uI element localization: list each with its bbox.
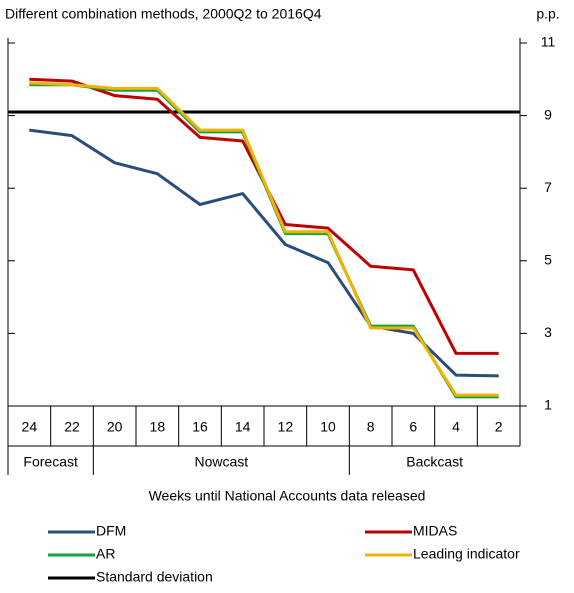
group-label: Forecast <box>23 454 78 470</box>
x-tick-label: 18 <box>150 419 166 435</box>
legend-label: DFM <box>96 523 126 539</box>
legend-label: Standard deviation <box>96 569 213 585</box>
x-axis-label: Weeks until National Accounts data relea… <box>149 488 426 504</box>
series-line <box>29 128 499 378</box>
y-tick-label: 11 <box>541 34 556 50</box>
legend-label: AR <box>96 546 115 562</box>
x-tick-label: 20 <box>107 419 123 435</box>
y-tick-label: 3 <box>544 324 552 340</box>
x-tick-label: 14 <box>235 419 251 435</box>
x-tick-label: 2 <box>495 419 503 435</box>
x-tick-label: 12 <box>278 419 294 435</box>
y-unit: p.p. <box>536 6 559 22</box>
x-tick-label: 16 <box>192 419 208 435</box>
legend-label: MIDAS <box>413 523 457 539</box>
series-line <box>29 81 499 397</box>
x-tick-label: 4 <box>452 419 460 435</box>
series-line <box>29 77 499 355</box>
x-tick-label: 8 <box>367 419 375 435</box>
y-tick-label: 5 <box>544 252 552 268</box>
group-label: Nowcast <box>194 454 248 470</box>
y-tick-label: 9 <box>544 106 552 122</box>
x-tick-label: 10 <box>320 419 336 435</box>
group-label: Backcast <box>406 454 463 470</box>
legend-label: Leading indicator <box>413 546 520 562</box>
x-tick-label: 22 <box>64 419 80 435</box>
y-tick-label: 1 <box>544 397 552 413</box>
y-tick-label: 7 <box>544 179 552 195</box>
chart-title: Different combination methods, 2000Q2 to… <box>5 6 322 22</box>
x-tick-label: 24 <box>22 419 38 435</box>
x-tick-label: 6 <box>409 419 417 435</box>
